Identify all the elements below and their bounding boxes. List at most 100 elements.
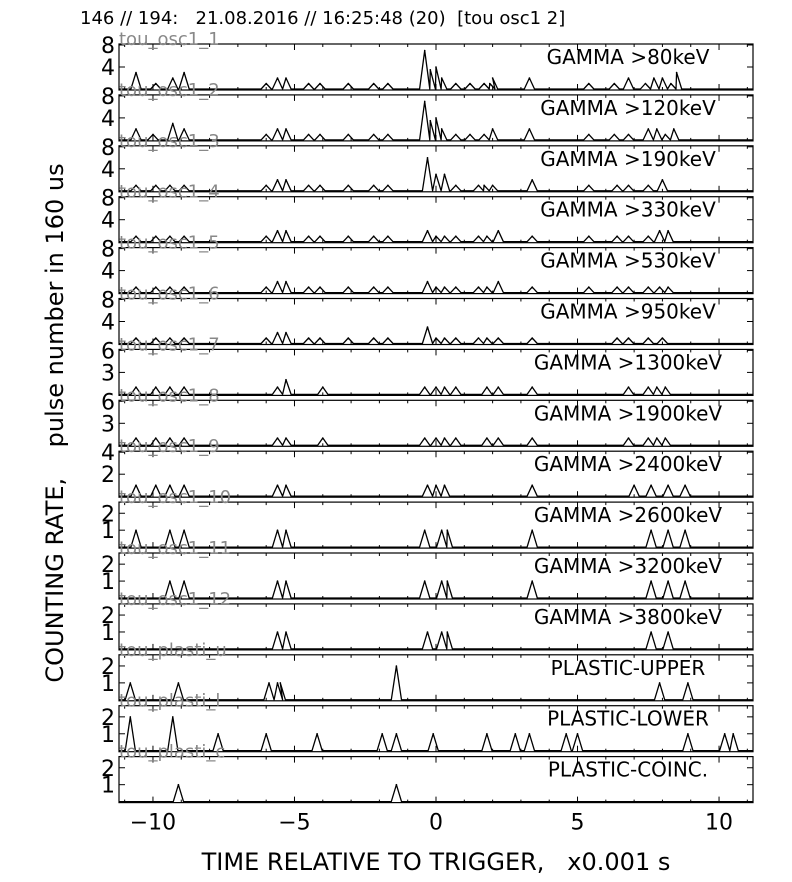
data-point — [477, 184, 480, 187]
data-point — [307, 286, 310, 288]
data-point — [265, 235, 268, 237]
data-point — [653, 77, 655, 79]
data-point — [285, 437, 287, 439]
data-point — [319, 337, 321, 339]
channel-name: tou_osc1_2 — [119, 80, 220, 101]
data-point — [486, 386, 488, 388]
data-point — [528, 77, 531, 79]
data-point — [443, 235, 446, 237]
data-point — [491, 184, 494, 187]
data-point — [531, 437, 533, 439]
data-point — [650, 529, 652, 531]
data-point — [285, 128, 287, 130]
x-tick-label: 5 — [571, 811, 585, 836]
data-point — [395, 665, 398, 667]
data-point — [152, 133, 154, 136]
data-point — [169, 235, 171, 237]
data-point — [491, 128, 494, 130]
data-point — [183, 529, 185, 531]
data-point — [285, 631, 287, 633]
data-point — [650, 484, 652, 487]
data-point — [531, 386, 533, 388]
y-tick-label: 2 — [101, 706, 115, 731]
data-point — [687, 682, 689, 684]
data-point — [155, 437, 157, 439]
data-point — [307, 133, 310, 136]
data-point — [644, 82, 647, 85]
data-point — [169, 386, 171, 388]
data-point — [426, 229, 429, 232]
data-point — [664, 386, 667, 388]
data-point — [276, 128, 279, 130]
data-point — [285, 179, 287, 181]
data-point — [435, 437, 437, 439]
data-point — [477, 235, 480, 237]
data-point — [486, 733, 488, 735]
data-point — [647, 235, 650, 237]
data-point — [316, 733, 318, 735]
data-point — [169, 286, 171, 288]
data-point — [135, 484, 137, 487]
data-point — [276, 77, 279, 79]
data-point — [372, 235, 375, 237]
y-tick-label: 2 — [101, 604, 115, 629]
series-line — [119, 379, 753, 396]
data-point — [285, 580, 287, 582]
data-point — [647, 337, 650, 339]
data-point — [322, 386, 324, 388]
channel-name: tou_plasti_l — [119, 691, 220, 712]
data-point — [322, 437, 324, 439]
data-point — [372, 337, 375, 339]
data-point — [276, 631, 279, 633]
data-point — [135, 286, 137, 288]
data-point — [279, 682, 282, 684]
x-tick-label: 0 — [429, 811, 443, 836]
data-point — [497, 337, 500, 339]
data-point — [440, 631, 443, 633]
x-axis-label: TIME RELATIVE TO TRIGGER, x0.001 s — [201, 848, 671, 876]
data-point — [483, 82, 485, 85]
data-point — [372, 184, 375, 187]
y-tick-label: 2 — [101, 502, 115, 527]
data-point — [440, 128, 443, 130]
data-point — [307, 82, 310, 85]
data-point — [565, 733, 567, 735]
data-point — [613, 82, 616, 85]
data-point — [172, 122, 174, 125]
data-point — [285, 77, 287, 79]
series-line — [119, 49, 753, 90]
panel-label: GAMMA >2600keV — [534, 503, 723, 527]
data-point — [429, 69, 432, 71]
panel-label: GAMMA >1300keV — [534, 350, 723, 374]
y-tick-label: 1 — [101, 570, 115, 595]
y-tick-label: 8 — [101, 85, 115, 110]
data-point — [347, 133, 350, 136]
data-point — [423, 580, 426, 582]
data-point — [432, 733, 435, 735]
channel-name: tou_osc1_8 — [119, 385, 220, 406]
data-point — [528, 128, 531, 130]
x-tick-label: −5 — [278, 811, 310, 836]
y-tick-label: 2 — [101, 757, 115, 782]
data-point — [265, 286, 268, 288]
series-line — [119, 484, 753, 497]
data-point — [135, 128, 137, 130]
data-point — [426, 631, 429, 633]
data-point — [155, 337, 157, 339]
y-tick-label: 3 — [101, 361, 115, 386]
data-point — [155, 484, 157, 487]
data-point — [387, 184, 389, 187]
data-point — [155, 82, 157, 85]
panel-label: GAMMA >330keV — [540, 198, 716, 222]
data-point — [687, 733, 689, 735]
data-point — [265, 733, 268, 735]
data-point — [276, 437, 279, 439]
data-point — [576, 733, 579, 735]
data-point — [347, 286, 350, 288]
data-point — [491, 77, 494, 79]
data-point — [588, 235, 590, 237]
data-point — [497, 280, 500, 283]
data-point — [455, 386, 457, 388]
data-point — [347, 184, 350, 187]
y-tick-label: 3 — [101, 412, 115, 437]
